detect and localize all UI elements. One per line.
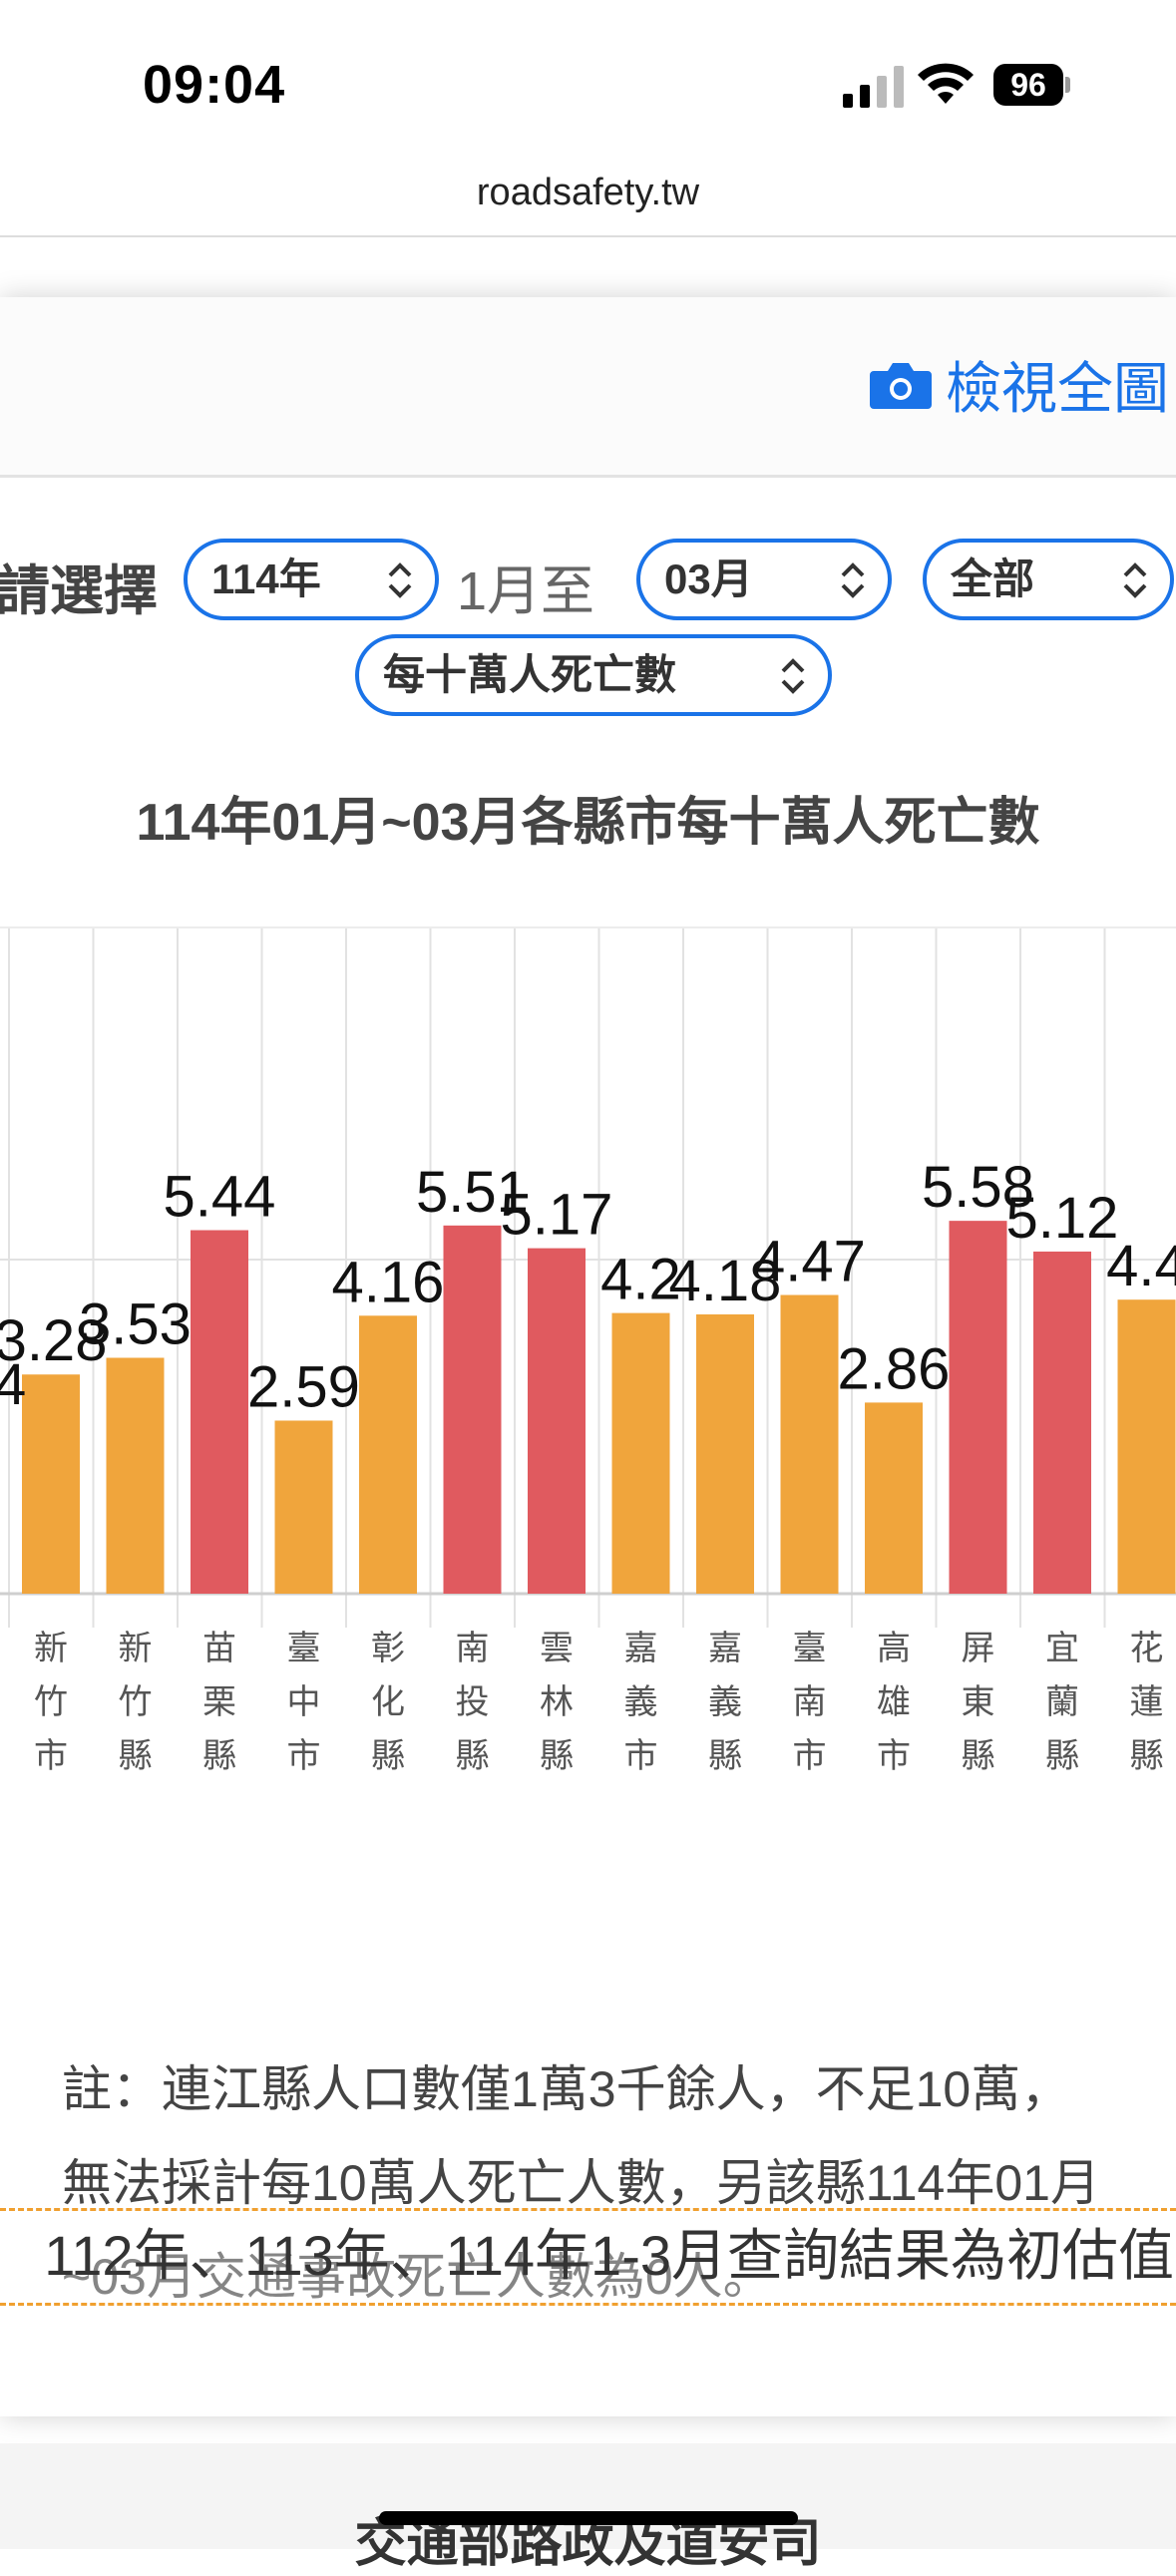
bar [191, 1230, 248, 1594]
view-all-label: 檢視全圖 [946, 356, 1169, 420]
category-label: 嘉義縣 [708, 1630, 742, 1775]
footnote: 註：連江縣人口數僅1萬3千餘人，不足10萬，無法採計每10萬人死亡人數，另該縣1… [62, 2061, 1100, 2305]
category-label: 嘉義市 [624, 1630, 658, 1775]
data-label: 3.53 [79, 1291, 192, 1356]
chevron-updown-icon [1123, 562, 1147, 598]
bar [274, 1420, 333, 1594]
data-label: 5.17 [501, 1183, 613, 1248]
scope-select[interactable]: 全部 [923, 539, 1174, 620]
bar [696, 1313, 754, 1594]
wifi-icon [918, 63, 974, 104]
bar [443, 1225, 502, 1594]
category-label: 臺南市 [793, 1630, 827, 1775]
camera-icon [870, 363, 932, 409]
month-select[interactable]: 03月 [636, 539, 892, 620]
metric-select[interactable]: 每十萬人死亡數 [355, 634, 832, 716]
month-select-value: 03月 [664, 555, 753, 602]
bar [22, 1374, 80, 1594]
year-select[interactable]: 114年 [184, 539, 439, 620]
battery-icon: 96 [993, 64, 1070, 106]
scope-select-value: 全部 [951, 555, 1035, 602]
bar [949, 1221, 1007, 1594]
status-time: 09:04 [143, 55, 286, 115]
category-label: 苗栗縣 [202, 1630, 236, 1775]
category-label: 宜蘭縣 [1045, 1630, 1079, 1775]
cellular-signal-icon [843, 66, 904, 108]
bar [1033, 1251, 1091, 1594]
address-bar-url[interactable]: roadsafety.tw [476, 172, 700, 213]
bar [865, 1402, 923, 1594]
data-label: 4.2 [600, 1248, 681, 1312]
bar [359, 1315, 417, 1594]
status-bar: 09:04 96 roadsafety.tw [0, 0, 1176, 237]
bar [106, 1357, 165, 1594]
category-label: 屏東縣 [962, 1630, 995, 1775]
month-range-text: 1月至 [457, 561, 595, 621]
bar [780, 1294, 839, 1594]
category-label: 彰化縣 [371, 1630, 405, 1775]
data-label: 5.51 [416, 1160, 529, 1225]
bar [1117, 1299, 1176, 1594]
data-label: 2.59 [247, 1354, 360, 1419]
data-label: 4.4 [1106, 1234, 1176, 1298]
data-label: 5.44 [164, 1165, 276, 1230]
year-select-value: 114年 [211, 555, 321, 602]
home-indicator [379, 2511, 798, 2525]
data-label: 2.86 [838, 1336, 951, 1401]
metric-select-value: 每十萬人死亡數 [383, 651, 677, 698]
bar [528, 1248, 586, 1594]
category-label: 臺中市 [287, 1630, 321, 1775]
data-label: 3.28 [0, 1308, 107, 1373]
chart-title: 114年01月~03月各縣市每十萬人死亡數 [136, 794, 1040, 852]
chevron-updown-icon [781, 658, 805, 694]
category-label: 南投縣 [456, 1630, 490, 1775]
category-label: 高雄市 [877, 1630, 911, 1775]
footer [0, 2443, 1176, 2549]
data-label: 4.18 [669, 1249, 782, 1313]
chevron-updown-icon [388, 562, 412, 598]
data-label: 4.16 [332, 1250, 445, 1314]
chevron-updown-icon [841, 562, 865, 598]
filter-label: 請選擇 [0, 561, 158, 621]
category-label: 雲林縣 [540, 1630, 574, 1775]
battery-level: 96 [993, 64, 1063, 106]
estimate-notice-band [0, 2208, 1176, 2306]
view-all-button[interactable]: 檢視全圖 [870, 349, 1169, 420]
data-label: 4.47 [753, 1230, 866, 1294]
category-label: 新竹縣 [119, 1630, 153, 1775]
category-label: 新竹市 [34, 1630, 68, 1775]
partial-data-label: 4 [0, 1352, 26, 1417]
bar [611, 1312, 670, 1594]
category-label: 花蓮縣 [1130, 1630, 1164, 1775]
divider [0, 235, 1176, 237]
data-label: 5.12 [1006, 1186, 1119, 1251]
bar-chart: 3.28 新竹市 3.53 新竹縣 5.44 苗栗縣 2.59 臺中市 4.16 彰化縣 5.51 南… [0, 926, 1176, 1775]
data-label: 5.58 [922, 1155, 1034, 1220]
card-header: 檢視全圖 [0, 297, 1176, 478]
estimate-notice: 112年、113年、114年1-3月查詢結果為初估值 [44, 2224, 1174, 2287]
